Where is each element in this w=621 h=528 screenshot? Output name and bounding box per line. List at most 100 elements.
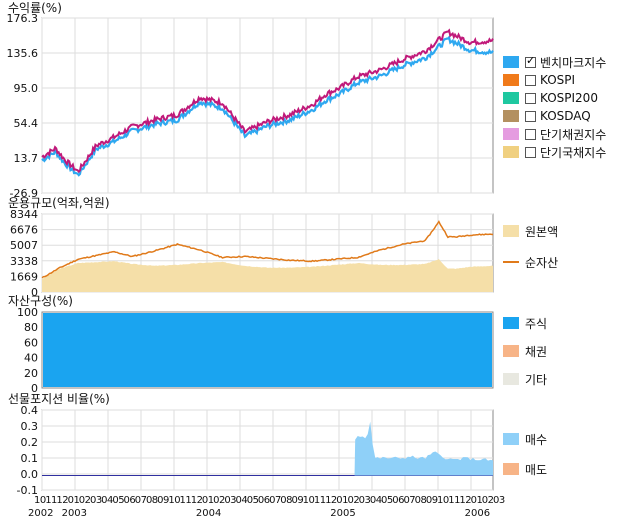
legend-checkbox[interactable] <box>525 110 536 122</box>
plot-frame <box>41 311 494 389</box>
legend-label: 기타 <box>525 372 548 387</box>
legend-swatch <box>503 317 519 329</box>
x-tick-month: 10 <box>303 495 315 506</box>
x-tick-month: 11 <box>45 495 57 506</box>
x-tick-month: 06 <box>124 495 136 506</box>
legend-item-futures: 매수 <box>503 432 548 447</box>
legend-swatch <box>503 128 519 140</box>
legend-swatch <box>503 110 519 122</box>
panel-title: 자산구성(%) <box>8 294 73 308</box>
x-tick-month: 10 <box>168 495 180 506</box>
legend-label: 순자산 <box>525 255 559 270</box>
net-assets-line <box>41 220 494 279</box>
x-tick-month: 08 <box>415 495 427 506</box>
legend-item-composition: 기타 <box>503 372 548 387</box>
x-tick-month: 06 <box>392 495 404 506</box>
x-tick-month: 08 <box>146 495 158 506</box>
legend-label: 채권 <box>525 344 548 359</box>
legend-line-swatch <box>503 261 519 263</box>
legend-item-returns[interactable]: 단기국채지수 <box>503 145 607 160</box>
legend-label: 단기국채지수 <box>540 145 607 160</box>
legend-label: 매수 <box>525 432 548 447</box>
legend-checkbox[interactable] <box>525 128 536 140</box>
legend-swatch <box>503 56 519 68</box>
x-tick-month: 06 <box>258 495 270 506</box>
x-tick-month: 03 <box>90 495 102 506</box>
buy-area <box>354 421 493 476</box>
x-tick-month: 07 <box>269 495 281 506</box>
x-tick-month: 05 <box>381 495 393 506</box>
legend-swatch <box>503 146 519 158</box>
stock-area <box>43 313 492 387</box>
x-tick-month: 01 <box>68 495 80 506</box>
x-tick-month: 01 <box>471 495 483 506</box>
legend-swatch <box>503 373 519 385</box>
y-tick-label: 1669 <box>10 270 38 283</box>
legend-swatch <box>503 345 519 357</box>
legend-swatch <box>503 225 519 237</box>
x-tick-month: 02 <box>79 495 91 506</box>
legend-label: KOSPI <box>540 73 576 87</box>
fund-return-line <box>41 28 494 174</box>
x-tick-month: 05 <box>247 495 259 506</box>
y-tick-label: 0.4 <box>21 404 39 417</box>
legend-checkbox[interactable] <box>525 92 536 104</box>
x-tick-month: 12 <box>56 495 68 506</box>
legend-item-principal: 원본액 <box>503 224 558 239</box>
panel-title: 운용규모(억좌,억원) <box>8 196 110 210</box>
x-tick-month: 08 <box>280 495 292 506</box>
legend-item-returns[interactable]: KOSPI <box>503 73 575 87</box>
legend-checkbox[interactable] <box>525 54 536 68</box>
y-tick-label: 60 <box>24 336 38 349</box>
x-tick-month: 07 <box>135 495 147 506</box>
benchmark-line <box>41 35 494 177</box>
legend-item-futures: 매도 <box>503 462 547 477</box>
y-tick-label: 54.4 <box>14 117 39 130</box>
legend-item-composition: 채권 <box>503 344 548 359</box>
x-tick-month: 12 <box>325 495 337 506</box>
y-tick-label: 40 <box>24 352 38 365</box>
x-tick-month: 10 <box>437 495 449 506</box>
x-tick-month: 05 <box>112 495 124 506</box>
x-tick-month: 07 <box>403 495 415 506</box>
x-tick-month: 12 <box>191 495 203 506</box>
legend-label: KOSPI200 <box>540 91 598 105</box>
y-tick-label: 95.0 <box>14 82 39 95</box>
y-tick-label: 100 <box>17 306 38 319</box>
y-tick-label: 6676 <box>10 224 38 237</box>
legend-label: 단기채권지수 <box>540 127 607 142</box>
y-tick-label: -0.1 <box>17 484 38 497</box>
legend-swatch <box>503 433 519 445</box>
x-tick-year: 2002 <box>28 508 53 519</box>
y-tick-label: 0.3 <box>21 420 39 433</box>
x-tick-month: 09 <box>157 495 169 506</box>
x-tick-month: 01 <box>202 495 214 506</box>
x-tick-month: 02 <box>347 495 359 506</box>
legend-label: 주식 <box>525 316 548 331</box>
y-tick-label: 5007 <box>10 239 38 252</box>
x-tick-month: 04 <box>101 495 113 506</box>
legend-item-net-assets: 순자산 <box>503 255 559 270</box>
y-tick-label: 0 <box>31 382 38 395</box>
legend-item-composition: 주식 <box>503 316 548 331</box>
x-tick-month: 02 <box>213 495 225 506</box>
legend-item-returns[interactable]: KOSDAQ <box>503 109 591 123</box>
panel-title: 선물포지션 비율(%) <box>8 392 110 406</box>
x-tick-year: 2006 <box>465 508 490 519</box>
legend-swatch <box>503 74 519 86</box>
y-tick-label: 135.6 <box>7 47 39 60</box>
y-tick-label: 13.7 <box>14 152 39 165</box>
legend-item-returns[interactable]: 단기채권지수 <box>503 127 607 142</box>
x-tick-month: 04 <box>370 495 382 506</box>
x-tick-month: 10 <box>34 495 46 506</box>
legend-item-returns[interactable]: 벤치마크지수 <box>503 54 606 70</box>
legend-item-returns[interactable]: KOSPI200 <box>503 91 598 105</box>
x-tick-year: 2004 <box>196 508 221 519</box>
legend-checkbox[interactable] <box>525 146 536 158</box>
x-tick-month: 03 <box>493 495 505 506</box>
y-tick-label: 0.1 <box>21 452 39 465</box>
x-tick-month: 02 <box>482 495 494 506</box>
y-tick-label: -26.9 <box>10 187 38 200</box>
legend-checkbox[interactable] <box>525 74 536 86</box>
